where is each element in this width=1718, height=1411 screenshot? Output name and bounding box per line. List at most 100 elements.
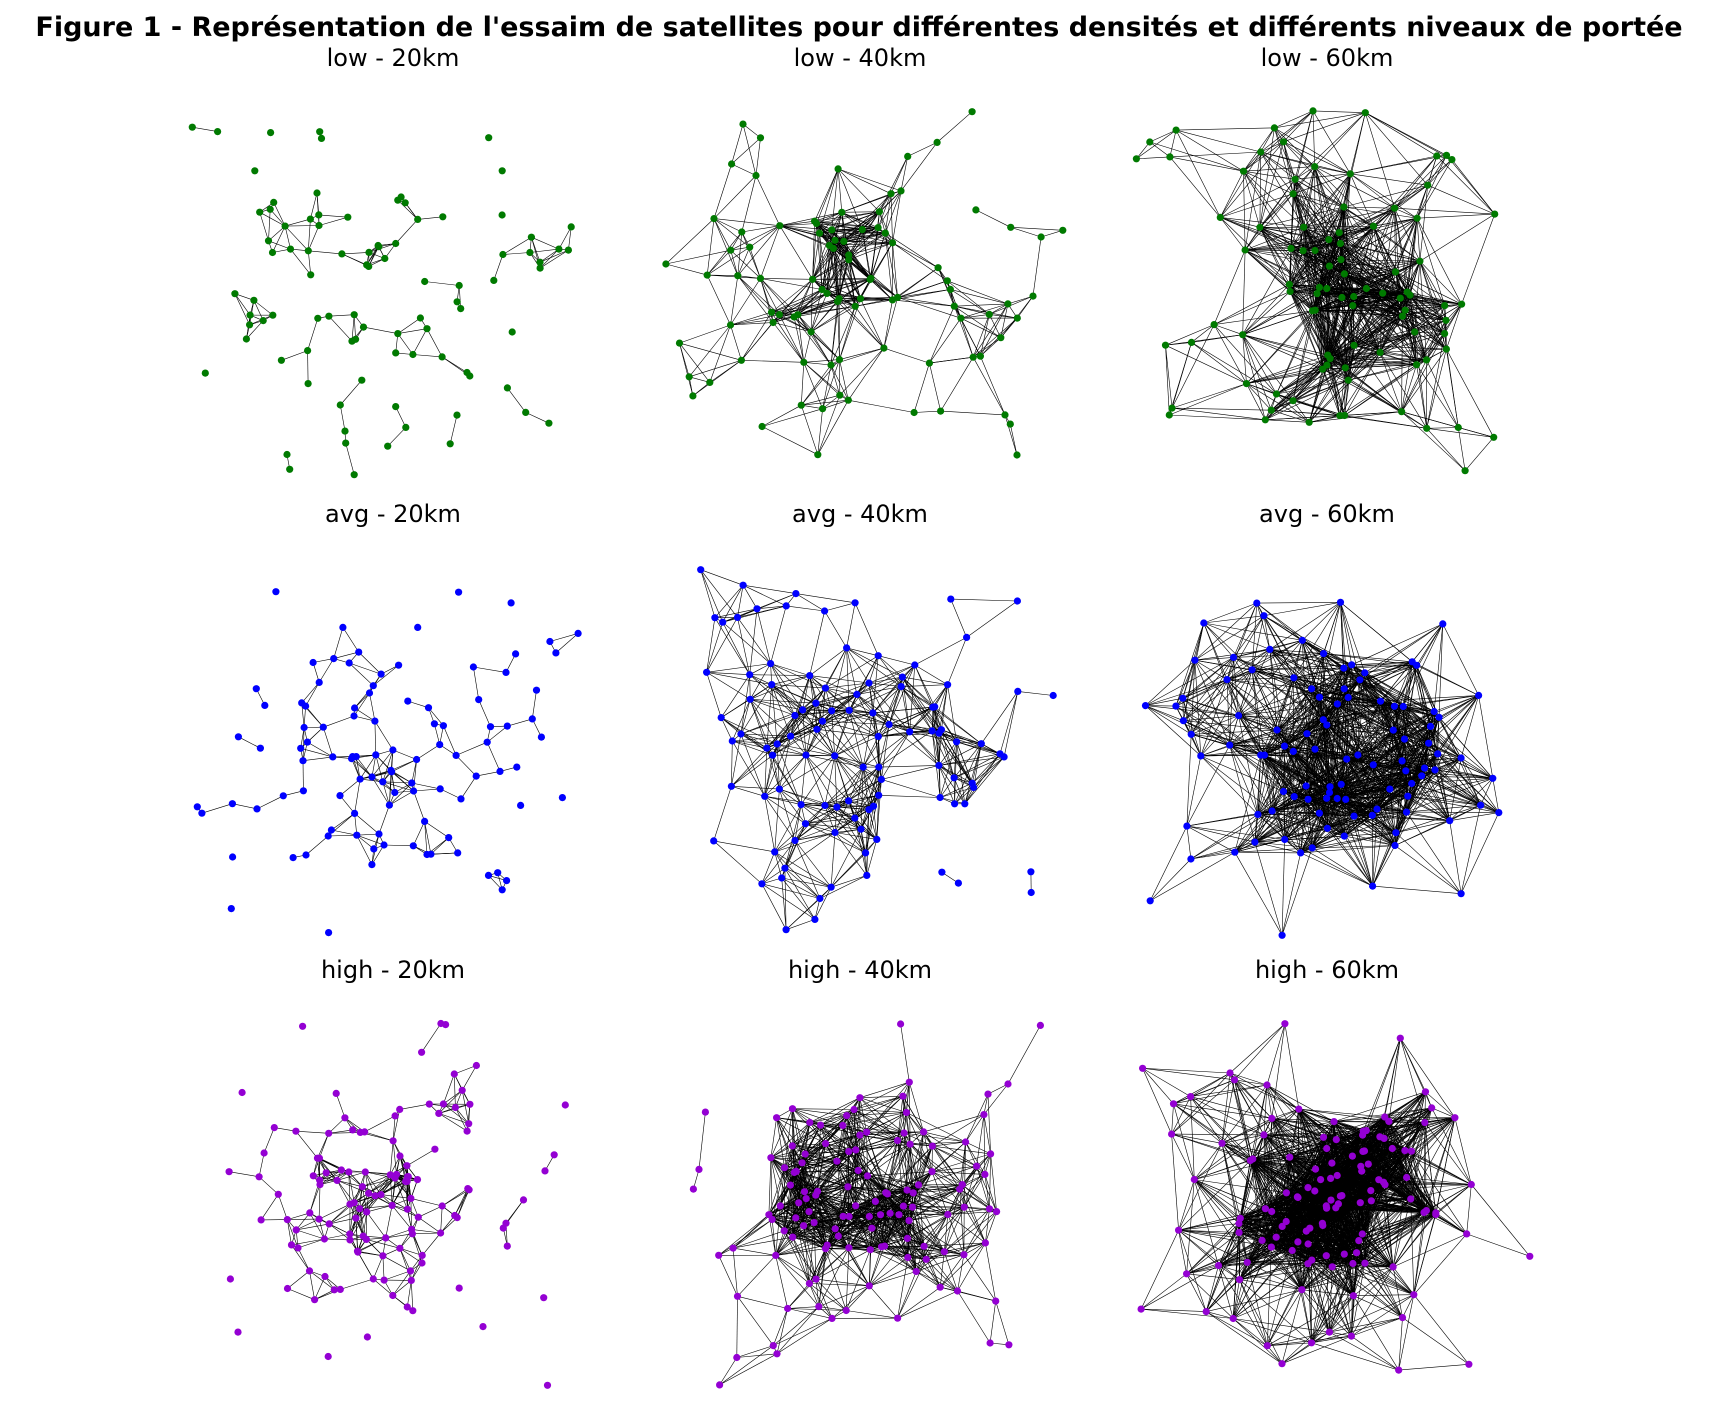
link	[539, 248, 560, 263]
satellite-node	[1376, 348, 1384, 356]
satellite-node	[873, 835, 881, 844]
link	[1243, 171, 1246, 251]
satellite-node	[283, 450, 291, 459]
satellite-node	[453, 298, 461, 306]
satellite-node	[950, 774, 958, 782]
satellite-node	[329, 753, 337, 761]
link	[1289, 284, 1323, 370]
edges	[197, 627, 579, 891]
link	[892, 267, 939, 301]
link	[1259, 227, 1328, 289]
link	[1348, 352, 1381, 381]
satellite-node	[858, 226, 866, 234]
link	[892, 299, 955, 307]
satellite-node	[272, 588, 280, 596]
satellite-node	[1457, 890, 1465, 898]
satellite-node	[797, 401, 805, 409]
link	[1149, 129, 1177, 143]
link	[999, 691, 1019, 754]
link	[455, 741, 488, 756]
link	[302, 756, 333, 761]
panel-title-low-40km: low - 40km	[793, 44, 927, 72]
link	[234, 293, 250, 325]
link	[1276, 358, 1331, 395]
satellite-node	[1254, 810, 1262, 819]
satellite-node	[1279, 787, 1288, 796]
link	[1294, 179, 1374, 227]
satellite-node	[413, 755, 421, 764]
panel-title-low-20km: low - 20km	[326, 44, 460, 72]
link	[837, 168, 892, 194]
satellite-node	[865, 679, 873, 687]
satellite-node	[1304, 795, 1312, 803]
satellite-node	[1210, 321, 1218, 329]
satellite-node	[513, 763, 521, 771]
link	[814, 887, 832, 920]
satellite-node	[214, 128, 222, 136]
link	[713, 218, 739, 276]
link	[1394, 845, 1462, 894]
link	[1259, 227, 1320, 288]
satellite-node	[1187, 338, 1196, 346]
link	[846, 647, 870, 684]
link	[1380, 348, 1447, 353]
satellite-node	[863, 871, 871, 880]
satellite-node	[1315, 693, 1324, 701]
link	[814, 212, 842, 222]
link	[950, 289, 1008, 305]
satellite-node	[827, 883, 835, 891]
satellite-node	[1324, 351, 1332, 359]
link	[878, 655, 903, 678]
satellite-node	[1416, 257, 1424, 265]
link	[1274, 127, 1351, 175]
satellite-node	[1442, 151, 1451, 159]
link	[371, 844, 385, 865]
satellite-node	[1442, 345, 1450, 353]
link	[1395, 271, 1445, 306]
link	[1353, 296, 1403, 317]
satellite-node	[1350, 812, 1358, 820]
link	[888, 724, 940, 766]
satellite-node	[1323, 284, 1331, 293]
satellite-node	[874, 224, 882, 232]
link	[1394, 208, 1421, 262]
satellite-node	[1229, 653, 1238, 662]
satellite-node	[1239, 331, 1247, 339]
link	[1246, 368, 1323, 384]
satellite-node	[1261, 416, 1269, 424]
link	[1308, 367, 1346, 423]
satellite-node	[733, 613, 742, 622]
link	[1458, 427, 1466, 471]
link	[837, 279, 871, 302]
link	[1344, 273, 1381, 353]
link	[268, 225, 286, 242]
satellite-node	[1406, 291, 1414, 299]
link	[770, 663, 810, 676]
satellite-node	[1315, 809, 1323, 817]
link	[1289, 284, 1328, 366]
link	[1260, 151, 1344, 208]
link	[1246, 364, 1328, 384]
swarm-panel-avg-60km	[1141, 598, 1503, 939]
satellite-node	[1333, 700, 1341, 708]
link	[1407, 291, 1462, 305]
link	[1327, 352, 1381, 356]
link	[363, 326, 398, 334]
link	[1340, 602, 1417, 666]
nodes	[188, 123, 575, 479]
satellite-node	[342, 439, 350, 447]
satellite-node	[746, 671, 754, 679]
satellite-node	[761, 792, 769, 800]
satellite-node	[831, 236, 839, 244]
link	[801, 394, 840, 406]
satellite-node	[888, 296, 897, 304]
satellite-node	[1187, 730, 1195, 738]
satellite-node	[946, 285, 955, 293]
link	[1302, 166, 1315, 251]
satellite-node	[968, 108, 976, 116]
link	[848, 242, 893, 261]
satellite-node	[555, 245, 563, 253]
link	[909, 731, 940, 766]
link	[1339, 380, 1349, 416]
satellite-node	[242, 335, 250, 343]
